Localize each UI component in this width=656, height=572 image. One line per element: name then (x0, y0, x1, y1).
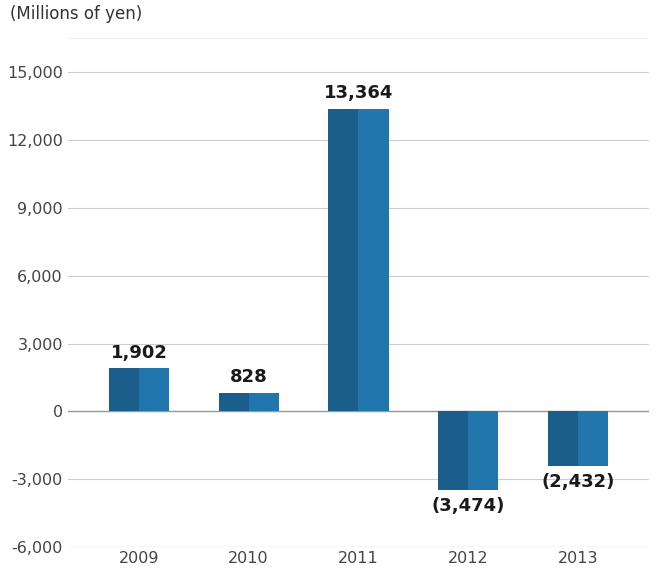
Text: 1,902: 1,902 (111, 344, 167, 362)
Text: (3,474): (3,474) (432, 496, 504, 515)
Text: (2,432): (2,432) (541, 473, 615, 491)
Bar (218, 392, 249, 411)
Bar (358, 109, 388, 411)
Bar (468, 411, 498, 490)
Bar (109, 368, 139, 411)
Bar (328, 109, 358, 411)
Bar (249, 392, 279, 411)
Text: 2012: 2012 (448, 550, 488, 566)
Bar (438, 411, 468, 490)
Bar (139, 368, 169, 411)
Bar (578, 411, 608, 466)
Bar (548, 411, 578, 466)
Text: 13,364: 13,364 (323, 84, 393, 102)
Text: (Millions of yen): (Millions of yen) (10, 5, 142, 23)
Text: 2013: 2013 (558, 550, 598, 566)
Text: 2011: 2011 (338, 550, 379, 566)
Text: 828: 828 (230, 368, 268, 386)
Text: 2010: 2010 (228, 550, 269, 566)
Text: 2009: 2009 (119, 550, 159, 566)
